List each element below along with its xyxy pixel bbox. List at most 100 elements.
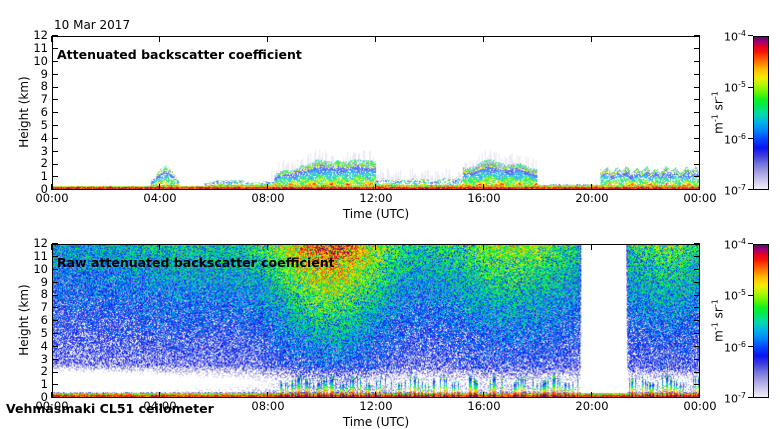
y-tick-right	[694, 256, 700, 258]
y-tick-left	[52, 371, 58, 373]
colorbar-tick	[748, 346, 753, 348]
y-tick-label: 0	[40, 182, 48, 196]
y-tick-right	[694, 333, 700, 335]
figure-canvas: 10 Mar 2017 Attenuated backscatter coeff…	[6, 18, 769, 429]
y-tick-left	[52, 384, 58, 386]
y-tick-right	[694, 137, 700, 139]
y-tick-label: 9	[40, 274, 48, 289]
x-tick-top	[591, 36, 593, 42]
x-tick-label: 08:00	[251, 399, 285, 413]
x-tick-top	[483, 36, 485, 42]
y-tick-label: 1	[40, 169, 48, 184]
x-tick-bottom	[483, 184, 485, 190]
y-tick-label: 2	[40, 364, 48, 379]
y-tick-label: 11	[33, 40, 48, 55]
x-tick-label: 04:00	[143, 191, 177, 205]
y-tick-right	[694, 307, 700, 309]
y-tick-label: 3	[40, 351, 48, 366]
y-tick-label: 1	[40, 377, 48, 392]
x-tick-bottom	[159, 184, 161, 190]
heatmap-canvas-bottom	[53, 245, 699, 397]
colorbar-tick	[748, 35, 753, 37]
colorbar-top	[753, 36, 769, 190]
colorbar-tick	[748, 243, 753, 245]
x-tick-top	[51, 36, 53, 42]
y-tick-left	[52, 99, 58, 101]
y-tick-left	[52, 281, 58, 283]
x-tick-label: 12:00	[359, 399, 393, 413]
y-tick-left	[52, 307, 58, 309]
panel-attenuated-backscatter: Attenuated backscatter coefficient	[52, 36, 700, 190]
y-tick-right	[694, 358, 700, 360]
colorbar-tick	[748, 189, 753, 191]
y-tick-right	[694, 99, 700, 101]
y-tick-label: 8	[40, 287, 48, 302]
y-tick-right	[694, 176, 700, 178]
x-tick-label: 00:00	[683, 191, 717, 205]
y-tick-right	[694, 320, 700, 322]
colorbar-tick	[748, 138, 753, 140]
y-tick-left	[52, 60, 58, 62]
x-tick-bottom	[267, 184, 269, 190]
y-tick-right	[694, 371, 700, 373]
colorbar-tick-label: 10-5	[724, 288, 746, 303]
colorbar-tick	[748, 86, 753, 88]
x-tick-top	[159, 36, 161, 42]
colorbar-unit-label: m-1 sr-1	[710, 91, 726, 134]
x-tick-top	[375, 36, 377, 42]
y-tick-left	[52, 333, 58, 335]
x-tick-bottom	[51, 392, 53, 398]
y-tick-left	[52, 345, 58, 347]
y-tick-label: 9	[40, 66, 48, 81]
heatmap-canvas-top	[53, 37, 699, 189]
y-axis-title: Height (km)	[17, 76, 31, 148]
y-tick-label: 7	[40, 300, 48, 315]
panel-raw-attenuated-backscatter: Raw attenuated backscatter coefficient	[52, 244, 700, 398]
x-tick-label: 08:00	[251, 191, 285, 205]
y-tick-label: 3	[40, 143, 48, 158]
y-tick-right	[694, 112, 700, 114]
y-tick-right	[694, 86, 700, 88]
y-tick-label: 8	[40, 79, 48, 94]
x-tick-bottom	[51, 184, 53, 190]
x-tick-top	[159, 244, 161, 250]
panel-title-bottom: Raw attenuated backscatter coefficient	[57, 255, 335, 270]
y-tick-label: 12	[33, 236, 48, 250]
colorbar-tick-label: 10-4	[724, 237, 746, 252]
y-tick-left	[52, 320, 58, 322]
x-tick-top	[51, 244, 53, 250]
y-tick-left	[52, 35, 58, 37]
y-tick-label: 0	[40, 390, 48, 404]
y-tick-label: 4	[40, 338, 48, 353]
x-tick-bottom	[375, 392, 377, 398]
y-tick-label: 6	[40, 105, 48, 119]
x-tick-label: 04:00	[143, 399, 177, 413]
colorbar-tick	[748, 294, 753, 296]
x-tick-bottom	[159, 392, 161, 398]
y-tick-left	[52, 137, 58, 139]
y-tick-right	[694, 189, 700, 191]
x-tick-bottom	[699, 184, 701, 190]
footer-caption: Vehmasmaki CL51 ceilometer	[6, 401, 214, 416]
colorbar-tick	[748, 397, 753, 399]
y-tick-label: 7	[40, 92, 48, 107]
y-tick-label: 12	[33, 28, 48, 42]
y-tick-label: 6	[40, 313, 48, 327]
x-tick-label: 00:00	[35, 399, 69, 413]
y-tick-left	[52, 256, 58, 258]
x-tick-label: 12:00	[359, 191, 393, 205]
y-tick-right	[694, 384, 700, 386]
y-tick-right	[694, 73, 700, 75]
y-tick-label: 5	[40, 325, 48, 340]
x-axis-title: Time (UTC)	[342, 415, 410, 429]
y-tick-label: 10	[33, 53, 48, 68]
y-tick-left	[52, 73, 58, 75]
x-tick-bottom	[375, 184, 377, 190]
y-tick-left	[52, 397, 58, 399]
y-tick-left	[52, 150, 58, 152]
y-tick-right	[694, 345, 700, 347]
y-tick-left	[52, 86, 58, 88]
y-tick-left	[52, 163, 58, 165]
colorbar-tick-label: 10-5	[724, 80, 746, 95]
colorbar-tick-label: 10-6	[724, 339, 746, 355]
